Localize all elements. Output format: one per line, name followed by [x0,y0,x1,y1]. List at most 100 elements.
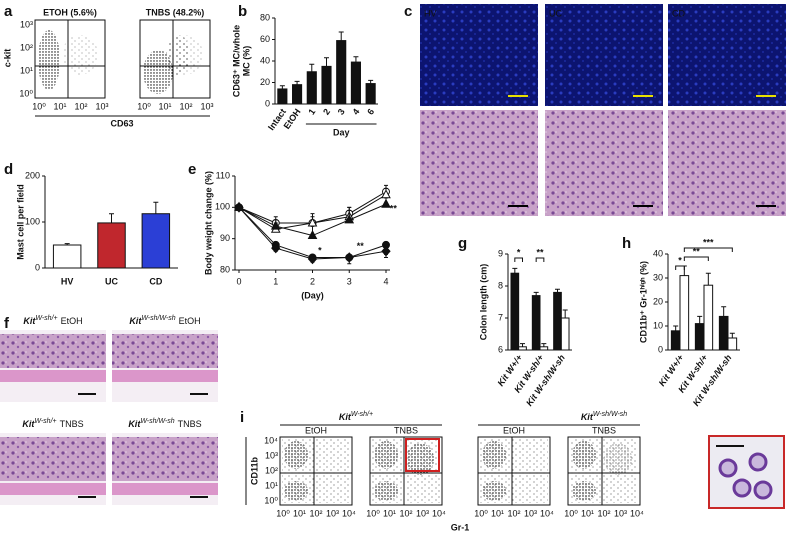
bar [531,295,541,351]
bar [539,346,549,351]
error-bar [705,272,711,286]
x-tick-label: 10⁴ [630,508,644,518]
bar [670,330,681,351]
y-tick-label: 90 [220,233,230,243]
histology-image [545,110,663,216]
x-axis-label: CD63 [110,118,133,128]
bar [510,272,520,351]
significance-label: * [517,247,521,257]
bar [321,65,332,105]
significance-bracket [535,257,545,262]
x-axis-label: (Day) [301,290,324,300]
flow-title: TNBS [394,425,418,435]
tissue-layer [112,483,218,495]
tissue-layer [0,483,106,495]
flow-title: TNBS (48.2%) [146,7,205,17]
x-tick-label: 10² [597,508,610,518]
image-title: KitW-sh/W-sh EtOH [129,315,200,327]
y-tick-label: 10⁰ [264,495,278,505]
flow-title: EtOH [503,425,525,435]
marker [381,245,391,257]
cell-cloud [62,35,98,75]
y-axis-label: Mast cell per field [15,184,25,260]
genotype: W-sh/W-sh [593,411,627,418]
cell-cloud [480,439,548,503]
y-tick-label: 10 [653,320,663,330]
bar [560,317,570,351]
marker [307,229,318,240]
x-tick-label: 10³ [200,101,213,111]
y-tick-label: 8 [498,280,503,290]
x-tick-label: 2 [310,276,315,286]
x-tick-label: 10² [507,508,520,518]
x-tick-label: 1 [306,107,317,117]
tissue-layer [112,334,218,368]
error-bar [562,309,568,318]
cell [753,480,773,500]
error-bar [109,213,114,223]
significance-label: *** [703,237,714,247]
x-tick-label: 10² [309,508,322,518]
x-tick-label: 10² [74,101,87,111]
x-tick-label: 10⁰ [474,508,488,518]
error-bar [729,332,735,338]
x-tick-label: 10⁰ [276,508,290,518]
x-tick-label: 10¹ [491,508,504,518]
x-tick-label: 4 [383,276,388,286]
x-tick-label: 10⁴ [432,508,446,518]
significance-bracket [683,256,709,261]
y-tick-label: 60 [260,34,270,44]
x-tick-label: 10³ [524,508,537,518]
gene-name: Kit [339,412,352,422]
x-tick-label: 10³ [326,508,339,518]
x-tick-label: 10¹ [293,508,306,518]
significance-label: * [318,246,322,256]
image-title: KitW-sh/W-sh TNBS [128,418,201,430]
gene-name: Kit [128,419,141,429]
y-axis-label: Colon length (cm) [478,264,488,341]
group-label: KitW-sh/+ [339,411,373,423]
significance-label: * [678,255,682,265]
x-tick-label: 6 [365,107,376,117]
significance-label: ** [357,241,365,251]
y-tick-label: 80 [260,12,270,22]
x-tick-label: 10¹ [158,101,171,111]
bar [97,222,126,269]
genotype: W-sh/W-sh [140,418,174,425]
y-tick-label: 40 [260,55,270,65]
error-bar [554,288,560,293]
error-bar [368,79,374,84]
x-tick-label: 10² [179,101,192,111]
tissue-layer [112,370,218,382]
treatment: TNBS [178,419,202,429]
y-axis-label: c-kit [2,49,12,68]
panel-label: a [4,3,13,20]
image-label: UC [549,8,562,18]
cell-cloud [167,35,203,75]
error-bar [309,63,315,72]
error-bar [520,343,526,347]
histology-image [420,110,538,216]
image-title: KitW-sh/+ TNBS [22,418,83,430]
x-tick-label: 3 [336,107,347,117]
image-title: KitW-sh/+ EtOH [23,315,82,327]
gene-name: Kit [581,412,594,422]
x-tick-label: 4 [350,107,361,117]
y-tick-label: 10² [265,465,278,475]
significance-label: ** [693,246,701,256]
bar [141,213,171,269]
treatment: EtOH [61,316,83,326]
x-tick-label: 1 [273,276,278,286]
error-bar [279,85,285,89]
bar [336,40,347,105]
treatment: EtOH [179,316,201,326]
x-tick-label: 10³ [416,508,429,518]
y-tick-label: 200 [25,170,40,180]
y-tick-label: 10³ [265,450,278,460]
x-tick-label: 0 [236,276,241,286]
cell [718,458,738,478]
y-tick-label: 30 [653,272,663,282]
y-tick-label: 10¹ [20,65,33,75]
y-axis-label: Body weight change (%) [203,171,213,275]
image-label: HV [424,8,437,18]
